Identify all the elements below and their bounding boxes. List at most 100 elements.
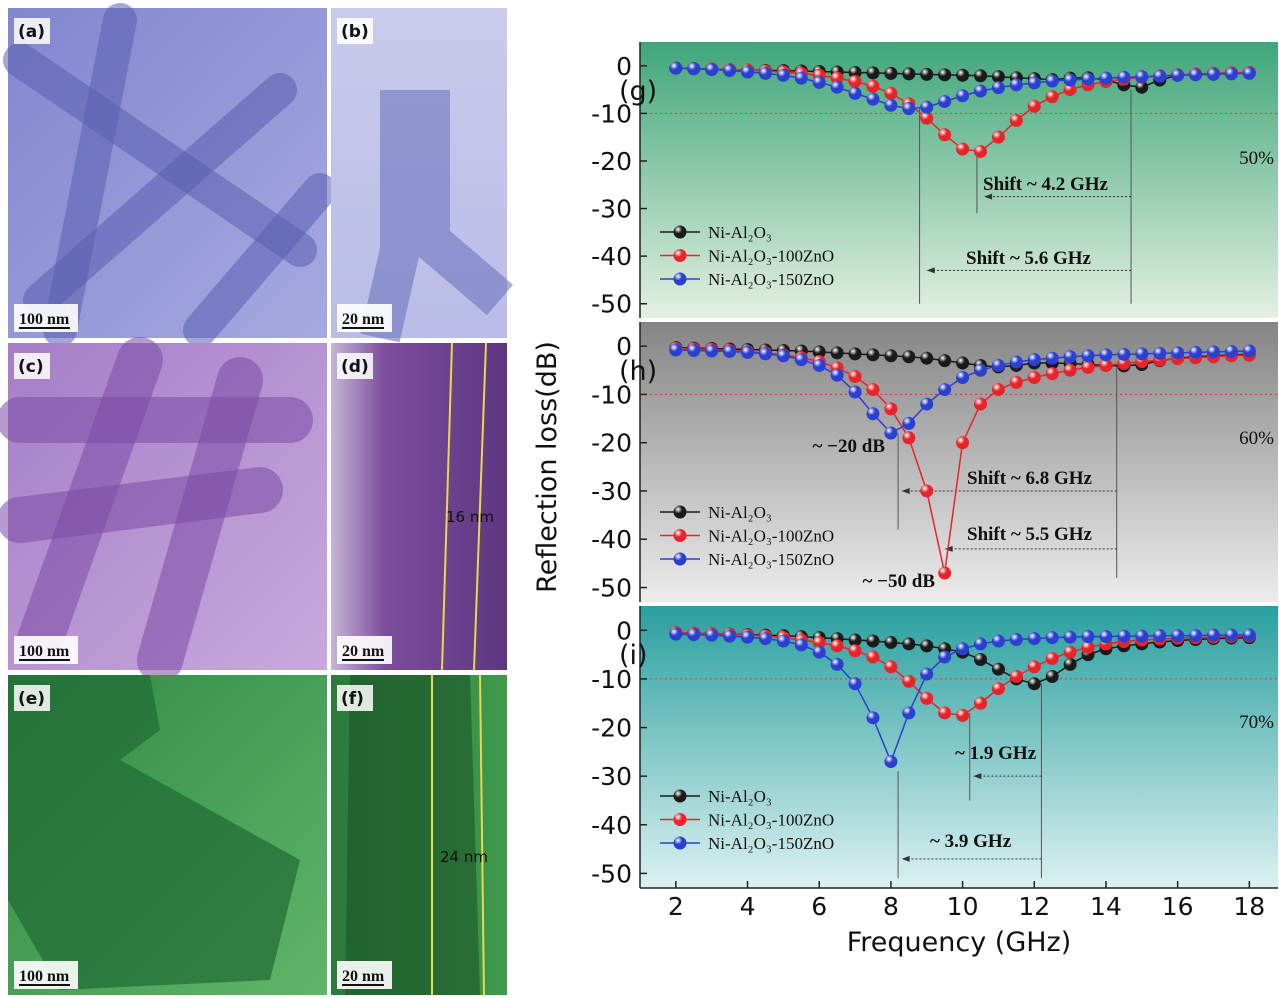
annotation: Shift ~ 4.2 GHz	[983, 174, 1109, 195]
data-point	[956, 89, 969, 102]
data-point	[1064, 631, 1077, 644]
micrographs	[8, 8, 507, 995]
chart-panel: 0-10-20-30-40-50Reflection loss(dB)Ni-Al…	[532, 322, 1278, 603]
data-point	[902, 67, 915, 80]
data-point	[974, 637, 987, 650]
data-point	[992, 359, 1005, 372]
data-point	[1117, 348, 1130, 361]
legend-label: Ni-Al₂O₃	[708, 223, 772, 242]
data-point	[1207, 68, 1220, 81]
y-tick-label: -30	[591, 477, 632, 506]
data-point	[1064, 74, 1077, 87]
data-point	[759, 67, 772, 80]
scale-bar: 100 nm	[19, 643, 70, 660]
data-point	[1171, 346, 1184, 359]
data-point	[884, 87, 897, 100]
y-tick-label: -20	[591, 429, 632, 458]
data-point	[1028, 632, 1041, 645]
data-point	[920, 484, 933, 497]
data-point	[705, 629, 718, 642]
data-point	[920, 352, 933, 365]
chart-panel: 0-10-20-30-40-5024681012141618Frequency …	[591, 606, 1278, 958]
chart-panel: 0-10-20-30-40-50Ni-Al₂O₃Ni-Al₂O₃-100ZnON…	[591, 42, 1278, 319]
data-point	[1028, 100, 1041, 113]
data-point	[723, 64, 736, 77]
data-point	[849, 87, 862, 100]
y-axis-title: Reflection loss(dB)	[532, 341, 563, 593]
data-point	[741, 346, 754, 359]
measure-label: 16 nm	[446, 508, 494, 526]
data-point	[813, 646, 826, 659]
data-point	[884, 427, 897, 440]
data-point	[687, 628, 700, 641]
data-point	[777, 635, 790, 648]
data-point	[938, 706, 951, 719]
data-point	[1064, 364, 1077, 377]
data-point	[723, 630, 736, 643]
data-point	[1010, 356, 1023, 369]
data-point	[1099, 72, 1112, 85]
data-point	[1028, 677, 1041, 690]
annotation: Shift ~ 6.8 GHz	[967, 468, 1093, 489]
data-point	[1135, 70, 1148, 83]
data-point	[866, 711, 879, 724]
data-point	[866, 66, 879, 79]
data-point	[938, 567, 951, 580]
data-point	[1153, 629, 1166, 642]
data-point	[902, 706, 915, 719]
data-point	[1046, 75, 1059, 88]
data-point	[902, 431, 915, 444]
data-point	[849, 644, 862, 657]
data-point	[1046, 352, 1059, 365]
data-point	[902, 675, 915, 688]
data-point	[1243, 67, 1256, 80]
data-point	[1028, 353, 1041, 366]
panel-label: (f)	[341, 689, 364, 709]
data-point	[1207, 629, 1220, 642]
y-tick-label: -50	[591, 290, 632, 319]
x-tick-label: 8	[883, 892, 899, 921]
data-point	[956, 69, 969, 82]
legend-marker	[674, 553, 687, 566]
data-point	[759, 347, 772, 360]
data-point	[920, 639, 933, 652]
data-point	[1099, 630, 1112, 643]
data-point	[777, 349, 790, 362]
data-point	[992, 131, 1005, 144]
legend-marker	[674, 529, 687, 542]
y-tick-label: -50	[591, 859, 632, 888]
data-point	[956, 642, 969, 655]
legend-marker	[674, 506, 687, 519]
data-point	[974, 697, 987, 710]
data-point	[687, 344, 700, 357]
data-point	[705, 344, 718, 357]
x-tick-label: 12	[1018, 892, 1050, 921]
data-point	[1153, 347, 1166, 360]
data-point	[1099, 348, 1112, 361]
legend-label: Ni-Al₂O₃-100ZnO	[708, 527, 834, 546]
data-point	[902, 637, 915, 650]
data-point	[669, 344, 682, 357]
data-point	[813, 359, 826, 372]
figure: (a)100 nm(b)20 nm(c)100 nm(d)20 nm16 nm(…	[0, 0, 1279, 998]
data-point	[1082, 361, 1095, 374]
data-point	[884, 636, 897, 649]
data-point	[974, 398, 987, 411]
panel-label: (g)	[619, 76, 657, 107]
data-point	[1082, 630, 1095, 643]
legend-label: Ni-Al₂O₃-100ZnO	[708, 247, 834, 266]
data-point	[795, 638, 808, 651]
data-point	[795, 72, 808, 85]
data-point	[849, 370, 862, 383]
data-point	[920, 68, 933, 81]
scale-bar: 20 nm	[342, 968, 385, 985]
x-tick-label: 2	[668, 892, 684, 921]
data-point	[938, 95, 951, 108]
data-point	[866, 651, 879, 664]
data-point	[884, 67, 897, 80]
data-point	[831, 639, 844, 652]
data-point	[992, 383, 1005, 396]
data-point	[974, 85, 987, 98]
annotation: ~ 3.9 GHz	[930, 831, 1012, 852]
legend-label: Ni-Al₂O₃	[708, 503, 772, 522]
